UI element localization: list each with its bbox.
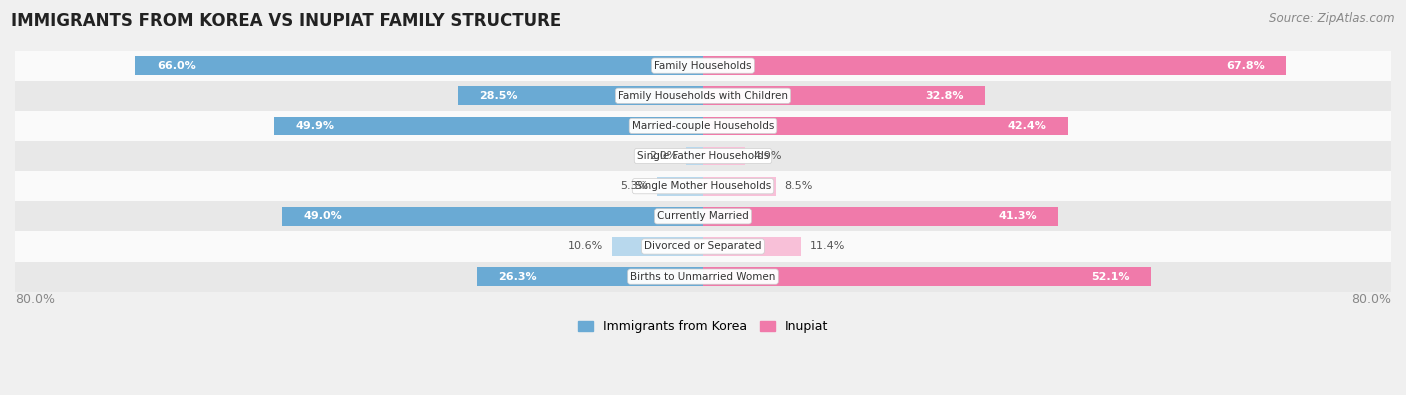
Legend: Immigrants from Korea, Inupiat: Immigrants from Korea, Inupiat	[574, 316, 832, 339]
Text: 80.0%: 80.0%	[15, 293, 55, 306]
Bar	[458, 87, 703, 105]
Text: 80.0%: 80.0%	[1351, 293, 1391, 306]
Bar	[15, 111, 1391, 141]
Bar	[15, 261, 1391, 292]
Bar	[274, 117, 703, 135]
Bar	[15, 201, 1391, 231]
Text: 8.5%: 8.5%	[785, 181, 813, 191]
Text: 5.3%: 5.3%	[620, 181, 648, 191]
Text: Single Mother Households: Single Mother Households	[636, 181, 770, 191]
Bar	[15, 141, 1391, 171]
Text: 2.0%: 2.0%	[648, 151, 678, 161]
Bar	[612, 237, 703, 256]
Text: Divorced or Separated: Divorced or Separated	[644, 241, 762, 252]
Bar	[686, 147, 703, 166]
Text: Family Households: Family Households	[654, 60, 752, 71]
Bar	[15, 171, 1391, 201]
Bar	[281, 207, 703, 226]
Bar	[703, 267, 1152, 286]
Bar	[703, 147, 745, 166]
Text: 66.0%: 66.0%	[157, 60, 195, 71]
Bar	[703, 87, 986, 105]
Text: 42.4%: 42.4%	[1007, 121, 1046, 131]
Text: 11.4%: 11.4%	[810, 241, 845, 252]
Bar	[703, 237, 801, 256]
Bar	[15, 81, 1391, 111]
Text: Source: ZipAtlas.com: Source: ZipAtlas.com	[1270, 12, 1395, 25]
Bar	[477, 267, 703, 286]
Bar	[135, 56, 703, 75]
Bar	[703, 207, 1059, 226]
Text: 32.8%: 32.8%	[925, 91, 963, 101]
Text: Family Households with Children: Family Households with Children	[619, 91, 787, 101]
Text: Currently Married: Currently Married	[657, 211, 749, 221]
Bar	[15, 231, 1391, 261]
Text: Married-couple Households: Married-couple Households	[631, 121, 775, 131]
Bar	[703, 117, 1067, 135]
Text: 41.3%: 41.3%	[998, 211, 1036, 221]
Text: 49.0%: 49.0%	[304, 211, 342, 221]
Text: 67.8%: 67.8%	[1226, 60, 1264, 71]
Bar	[15, 51, 1391, 81]
Text: 28.5%: 28.5%	[479, 91, 517, 101]
Bar	[658, 177, 703, 196]
Text: 52.1%: 52.1%	[1091, 272, 1129, 282]
Text: 4.9%: 4.9%	[754, 151, 782, 161]
Bar	[703, 177, 776, 196]
Text: 10.6%: 10.6%	[568, 241, 603, 252]
Text: Births to Unmarried Women: Births to Unmarried Women	[630, 272, 776, 282]
Text: 49.9%: 49.9%	[295, 121, 335, 131]
Bar	[703, 56, 1286, 75]
Text: Single Father Households: Single Father Households	[637, 151, 769, 161]
Text: 26.3%: 26.3%	[498, 272, 537, 282]
Text: IMMIGRANTS FROM KOREA VS INUPIAT FAMILY STRUCTURE: IMMIGRANTS FROM KOREA VS INUPIAT FAMILY …	[11, 12, 561, 30]
